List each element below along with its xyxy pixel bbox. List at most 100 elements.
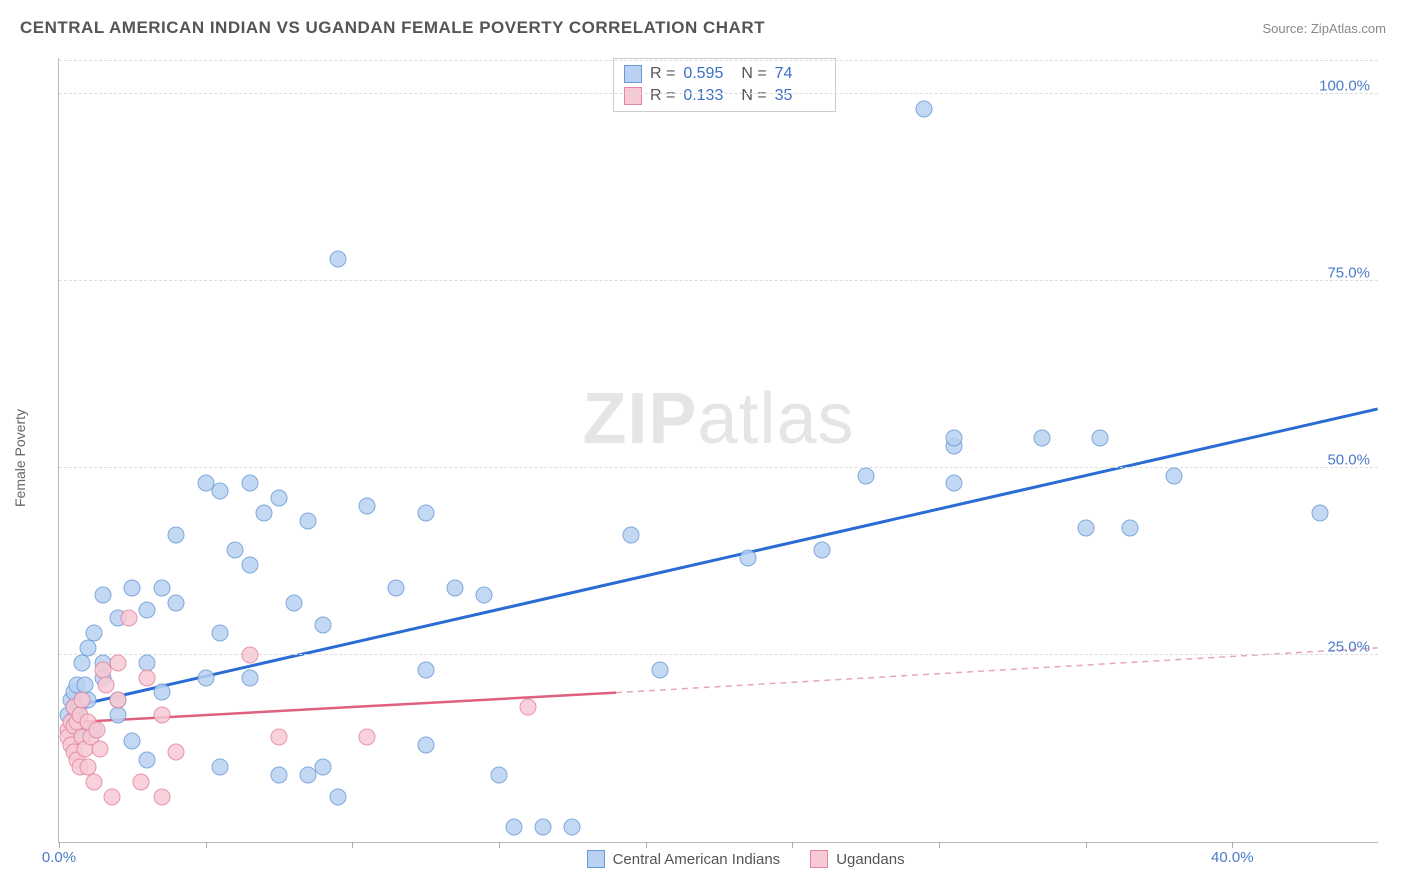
- scatter-point: [124, 733, 141, 750]
- scatter-point: [86, 624, 103, 641]
- xtick-label: 40.0%: [1211, 849, 1254, 866]
- scatter-point: [1312, 505, 1329, 522]
- scatter-point: [329, 250, 346, 267]
- scatter-point: [227, 542, 244, 559]
- xtick: [646, 842, 647, 848]
- scatter-point: [212, 624, 229, 641]
- ytick-label: 50.0%: [1327, 452, 1370, 469]
- scatter-point: [153, 684, 170, 701]
- scatter-point: [153, 706, 170, 723]
- scatter-point: [315, 759, 332, 776]
- scatter-point: [124, 579, 141, 596]
- source-prefix: Source:: [1262, 21, 1310, 36]
- scatter-point: [491, 766, 508, 783]
- scatter-point: [505, 819, 522, 836]
- scatter-point: [241, 475, 258, 492]
- swatch-series-1: [624, 87, 642, 105]
- scatter-point: [133, 774, 150, 791]
- scatter-point: [285, 594, 302, 611]
- scatter-point: [740, 549, 757, 566]
- gridline-h: [59, 60, 1378, 61]
- xtick-label: 0.0%: [42, 849, 76, 866]
- r-value-1: 0.133: [683, 87, 733, 105]
- scatter-point: [109, 691, 126, 708]
- scatter-point: [212, 482, 229, 499]
- stats-row-series-1: R = 0.133 N = 35: [624, 85, 825, 107]
- n-value-1: 35: [775, 87, 825, 105]
- scatter-point: [388, 579, 405, 596]
- chart-title: CENTRAL AMERICAN INDIAN VS UGANDAN FEMAL…: [20, 18, 765, 38]
- n-value-0: 74: [775, 65, 825, 83]
- scatter-point: [447, 579, 464, 596]
- scatter-point: [652, 662, 669, 679]
- legend-label-0: Central American Indians: [613, 851, 781, 868]
- scatter-point: [168, 594, 185, 611]
- xtick: [1086, 842, 1087, 848]
- scatter-point: [329, 789, 346, 806]
- scatter-point: [1165, 467, 1182, 484]
- swatch-series-0: [624, 65, 642, 83]
- xtick: [939, 842, 940, 848]
- scatter-point: [417, 505, 434, 522]
- scatter-point: [89, 721, 106, 738]
- scatter-point: [74, 654, 91, 671]
- scatter-point: [945, 430, 962, 447]
- trend-line: [68, 409, 1378, 708]
- scatter-point: [241, 669, 258, 686]
- trend-lines-layer: [59, 58, 1378, 842]
- ytick-label: 25.0%: [1327, 639, 1370, 656]
- r-label-0: R =: [650, 65, 675, 83]
- scatter-point: [564, 819, 581, 836]
- scatter-point: [241, 647, 258, 664]
- stats-legend-box: R = 0.595 N = 74 R = 0.133 N = 35: [613, 58, 836, 112]
- scatter-point: [1077, 520, 1094, 537]
- scatter-point: [92, 740, 109, 757]
- source-attribution: Source: ZipAtlas.com: [1262, 21, 1386, 36]
- scatter-point: [271, 766, 288, 783]
- n-label-0: N =: [741, 65, 766, 83]
- legend-item-1: Ugandans: [810, 850, 904, 868]
- bottom-legend: Central American Indians Ugandans: [587, 850, 905, 868]
- scatter-point: [121, 609, 138, 626]
- xtick: [59, 842, 60, 848]
- xtick: [352, 842, 353, 848]
- xtick: [499, 842, 500, 848]
- scatter-point: [1033, 430, 1050, 447]
- plot-region: ZIPatlas R = 0.595 N = 74 R = 0.133 N = …: [58, 58, 1378, 843]
- legend-swatch-0: [587, 850, 605, 868]
- scatter-point: [417, 736, 434, 753]
- scatter-point: [271, 729, 288, 746]
- scatter-point: [86, 774, 103, 791]
- scatter-point: [417, 662, 434, 679]
- scatter-point: [300, 512, 317, 529]
- chart-area: Female Poverty ZIPatlas R = 0.595 N = 74…: [50, 58, 1390, 858]
- scatter-point: [520, 699, 537, 716]
- scatter-point: [256, 505, 273, 522]
- scatter-point: [813, 542, 830, 559]
- scatter-point: [197, 669, 214, 686]
- chart-header: CENTRAL AMERICAN INDIAN VS UGANDAN FEMAL…: [0, 0, 1406, 48]
- scatter-point: [139, 602, 156, 619]
- scatter-point: [315, 617, 332, 634]
- y-axis-label: Female Poverty: [12, 409, 28, 507]
- scatter-point: [241, 557, 258, 574]
- ytick-label: 75.0%: [1327, 265, 1370, 282]
- scatter-point: [623, 527, 640, 544]
- scatter-point: [359, 497, 376, 514]
- scatter-point: [109, 654, 126, 671]
- watermark-atlas: atlas: [697, 379, 854, 459]
- scatter-point: [139, 751, 156, 768]
- scatter-point: [271, 490, 288, 507]
- watermark: ZIPatlas: [582, 378, 854, 460]
- r-value-0: 0.595: [683, 65, 733, 83]
- source-link[interactable]: ZipAtlas.com: [1311, 21, 1386, 36]
- scatter-point: [153, 579, 170, 596]
- n-label-1: N =: [741, 87, 766, 105]
- scatter-point: [945, 475, 962, 492]
- scatter-point: [1121, 520, 1138, 537]
- scatter-point: [97, 677, 114, 694]
- scatter-point: [168, 744, 185, 761]
- scatter-point: [857, 467, 874, 484]
- ytick-label: 100.0%: [1319, 78, 1370, 95]
- gridline-h: [59, 467, 1378, 468]
